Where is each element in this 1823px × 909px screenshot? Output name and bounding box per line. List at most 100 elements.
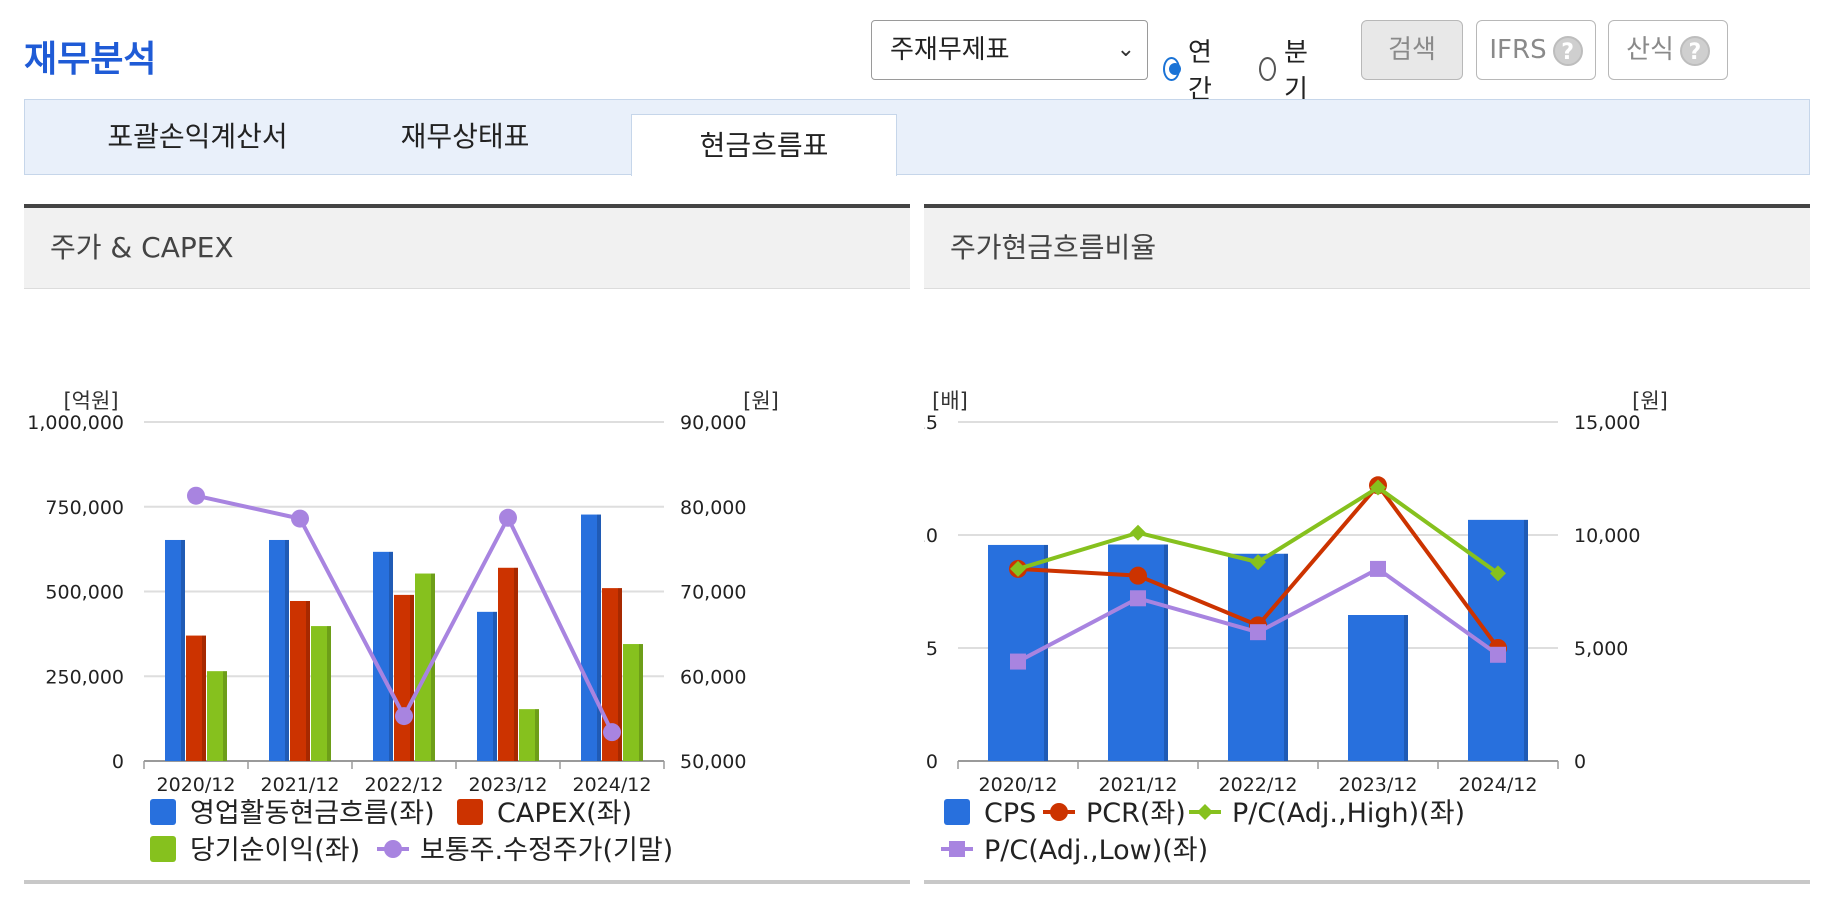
page-title: 재무분석 [24, 39, 157, 80]
legend-label: 영업활동현금흐름(좌) [190, 798, 435, 829]
bar-shade [1404, 615, 1408, 761]
chart-title: 주가 & CAPEX [24, 208, 910, 289]
radio-checked-icon [1163, 57, 1181, 81]
radio-unchecked-icon [1259, 57, 1276, 81]
chart-title: 주가현금흐름비율 [924, 208, 1810, 289]
bar [186, 635, 206, 761]
ifrs-help-button[interactable]: IFRS? [1476, 20, 1596, 80]
panel-top-border [924, 204, 1810, 208]
y-left-tick-label: 500,000 [45, 582, 124, 604]
left-axis-unit: [억원] [63, 389, 118, 413]
formula-label: 산식 [1626, 35, 1674, 65]
statement-type-select[interactable]: 주재무제표 ⌄ [871, 20, 1148, 80]
line-point [1370, 560, 1386, 577]
line-point [499, 508, 517, 527]
bar [415, 573, 435, 761]
bar-shade [389, 551, 393, 761]
x-tick-label: 2022/12 [1219, 774, 1298, 796]
chevron-down-icon: ⌄ [1116, 37, 1135, 62]
search-button[interactable]: 검색 [1361, 20, 1463, 80]
x-tick-label: 2024/12 [1459, 774, 1538, 796]
legend-label: 보통주.수정주가(기말) [420, 835, 673, 866]
y-right-tick-label: 70,000 [680, 582, 746, 604]
ifrs-label: IFRS [1489, 35, 1547, 65]
right-axis-unit: [원] [1632, 389, 1668, 413]
tab-income-statement[interactable]: 포괄손익계산서 [107, 120, 288, 153]
statement-tabs: 포괄손익계산서 재무상태표 현금흐름표 [24, 99, 1810, 176]
y-left-tick-label: 10 [924, 525, 938, 547]
bar [290, 600, 310, 761]
line-point [1010, 560, 1026, 577]
bar-shade [639, 644, 643, 761]
legend-label: CPS [984, 798, 1036, 829]
y-left-tick-label: 750,000 [45, 497, 124, 519]
bar [1228, 553, 1288, 761]
bar-shade [597, 514, 601, 761]
y-left-tick-label: 0 [926, 751, 938, 773]
panel-bottom-border [924, 880, 1810, 884]
bar [519, 709, 539, 761]
bar-shade [306, 600, 310, 761]
bar [477, 611, 497, 761]
chart-panel-pcr: 주가현금흐름비율 [배] [원] 15 15,000 10 10,000 5 5,000 0 0 2… [924, 204, 1810, 884]
bar [373, 551, 393, 761]
line-point [603, 723, 621, 742]
radio-annual[interactable]: 연간 [1163, 32, 1219, 106]
bar-shade [327, 626, 331, 761]
chart-panel-capex: 주가 & CAPEX [억원] [원] 1,000,000 90,000 750,000… [24, 204, 910, 884]
y-right-tick-label: 5,000 [1574, 638, 1628, 660]
question-circle-icon: ? [1679, 35, 1710, 66]
bar [165, 539, 185, 761]
legend-swatch [150, 836, 176, 862]
radio-quarter[interactable]: 분기 [1259, 32, 1315, 106]
bar [623, 644, 643, 761]
legend-label: P/C(Adj.,Low)(좌) [984, 835, 1208, 866]
line-point [1130, 524, 1146, 541]
legend-swatch [457, 799, 483, 825]
tab-balance-sheet[interactable]: 재무상태표 [400, 120, 530, 153]
line-point [1490, 565, 1506, 582]
legend-label: CAPEX(좌) [497, 798, 632, 829]
line-point [1010, 653, 1026, 670]
bar-shade [535, 709, 539, 761]
y-right-tick-label: 10,000 [1574, 525, 1640, 547]
line-point [1250, 554, 1266, 571]
bar-shade [618, 588, 622, 761]
legend-label: 당기순이익(좌) [190, 835, 360, 866]
legend-swatch [150, 799, 176, 825]
legend-label: PCR(좌) [1086, 798, 1186, 829]
y-right-tick-label: 90,000 [680, 412, 746, 434]
bar-shade [202, 635, 206, 761]
bar [207, 671, 227, 761]
chart-capex: [억원] [원] 1,000,000 90,000 750,000 80,000 500,0… [27, 389, 779, 866]
bar-shade [514, 567, 518, 761]
right-axis-unit: [원] [743, 389, 779, 413]
legend-swatch-marker [1197, 804, 1213, 820]
bar-shade [493, 611, 497, 761]
formula-help-button[interactable]: 산식? [1608, 20, 1728, 80]
tab-cash-flow[interactable]: 현금흐름표 [631, 114, 897, 176]
y-left-tick-label: 5 [926, 638, 938, 660]
line-point [1129, 566, 1147, 585]
x-tick-label: 2022/12 [365, 774, 444, 796]
line-point [1490, 646, 1506, 663]
chart-pcr: [배] [원] 15 15,000 10 10,000 5 5,000 0 0 2020/12 202… [924, 389, 1668, 866]
y-right-tick-label: 0 [1574, 751, 1586, 773]
y-right-tick-label: 50,000 [680, 751, 746, 773]
x-tick-label: 2020/12 [157, 774, 236, 796]
legend-swatch [944, 799, 970, 825]
question-circle-icon: ? [1552, 35, 1583, 66]
x-tick-label: 2020/12 [979, 774, 1058, 796]
radio-quarter-label: 분기 [1283, 38, 1308, 105]
statement-type-value: 주재무제표 [890, 35, 1010, 65]
x-tick-label: 2023/12 [1339, 774, 1418, 796]
line-point [1370, 479, 1386, 496]
bar-shade [1044, 544, 1048, 761]
line-point [1250, 624, 1266, 641]
line-point [395, 707, 413, 726]
bar-shade [1524, 519, 1528, 761]
left-axis-unit: [배] [932, 389, 968, 413]
bar-shade [181, 539, 185, 761]
y-left-tick-label: 1,000,000 [27, 412, 124, 434]
radio-annual-label: 연간 [1187, 38, 1212, 105]
